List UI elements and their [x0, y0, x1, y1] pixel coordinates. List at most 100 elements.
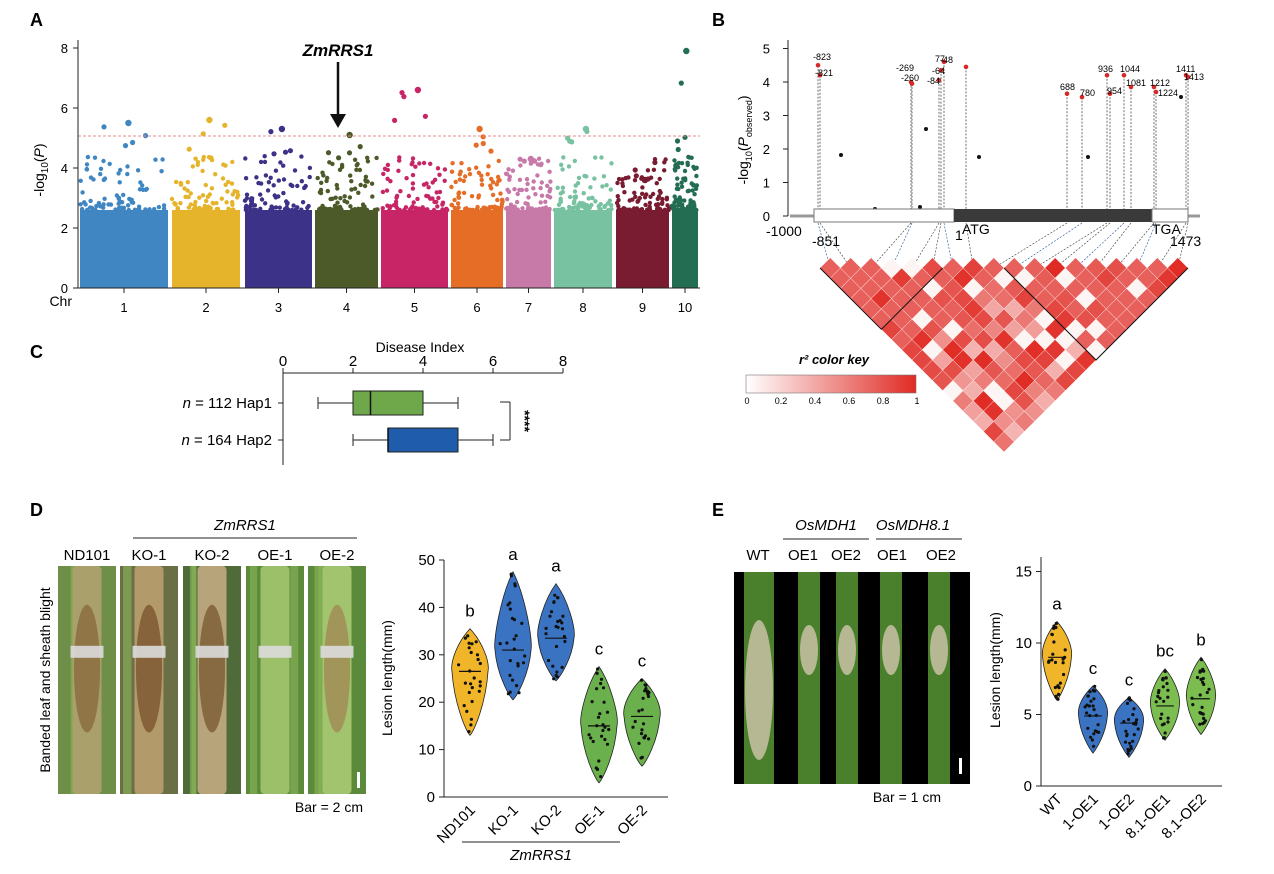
manhattan-point	[321, 173, 325, 177]
violin-point	[596, 667, 599, 670]
manhattan-point	[85, 167, 89, 171]
lesion	[74, 605, 100, 733]
violin-point	[511, 617, 514, 620]
manhattan-point	[633, 195, 637, 199]
manhattan-point	[225, 189, 229, 193]
manhattan-point	[474, 166, 478, 170]
manhattan-point	[192, 207, 196, 211]
nonsig-point	[918, 205, 922, 209]
manhattan-point	[539, 208, 543, 212]
manhattan-point	[173, 202, 177, 206]
manhattan-point	[625, 208, 629, 212]
manhattan-point	[108, 162, 112, 166]
manhattan-point	[230, 203, 234, 207]
violin-point	[509, 659, 512, 662]
significance-stars: ****	[517, 410, 533, 432]
manhattan-point	[85, 208, 89, 212]
nonsig-point	[977, 155, 981, 159]
manhattan-point	[454, 180, 458, 184]
lesion	[745, 620, 773, 760]
color-key-tick: 0.2	[775, 396, 788, 406]
manhattan-point	[230, 160, 234, 164]
violin-point	[1135, 718, 1138, 721]
manhattan-point	[370, 182, 374, 186]
chr-tick-label: 10	[678, 300, 692, 315]
violin-point	[555, 645, 558, 648]
manhattan-point	[197, 196, 201, 200]
x-tick-label: WT	[1037, 791, 1066, 820]
manhattan-point	[388, 205, 392, 209]
pobs-y-ticks: 012345	[763, 42, 788, 225]
y-tick-label: 0	[763, 209, 770, 224]
snp-points: -823-821 -269-260 -84-64-48776887809369541…	[813, 52, 1204, 217]
chr-tick-label: 8	[579, 300, 586, 315]
manhattan-point	[245, 193, 249, 197]
manhattan-point	[676, 147, 681, 152]
y-tick-label: 6	[61, 101, 68, 116]
manhattan-point	[512, 207, 516, 211]
violin-point	[522, 661, 525, 664]
y-tick-label: 0	[427, 789, 435, 806]
x-tick-label: 1-OE1	[1059, 791, 1102, 834]
snp-label: 1212	[1150, 78, 1170, 88]
manhattan-peak	[528, 156, 534, 162]
violin-point	[559, 619, 562, 622]
violin-point	[1050, 658, 1053, 661]
manhattan-point	[481, 134, 486, 139]
violin-point	[1091, 738, 1094, 741]
manhattan-point	[162, 203, 166, 207]
d-gene-label: ZmRRS1	[213, 517, 276, 534]
manhattan-point	[417, 161, 421, 165]
manhattan-point	[600, 184, 604, 188]
manhattan-point	[363, 178, 367, 182]
violin-point	[1092, 689, 1095, 692]
manhattan-point	[615, 181, 619, 185]
lesion-violin-d: 01020304050 baacc ND101 KO-1 KO-2 OE-1 OE-2 …	[379, 545, 668, 864]
manhattan-point	[455, 206, 459, 210]
violin-point	[1056, 685, 1059, 688]
violin-8.1-OE1	[1150, 669, 1179, 741]
manhattan-point	[326, 150, 331, 155]
violin-point	[647, 737, 650, 740]
manhattan-point	[263, 154, 267, 158]
violin-point	[468, 691, 471, 694]
manhattan-point	[203, 204, 207, 208]
violin-point	[1202, 677, 1205, 680]
manhattan-point	[359, 183, 363, 187]
manhattan-point	[679, 81, 684, 86]
manhattan-point	[644, 192, 648, 196]
manhattan-peak	[415, 87, 421, 93]
manhattan-point	[294, 208, 298, 212]
manhattan-point	[662, 160, 666, 164]
manhattan-point	[675, 183, 679, 187]
violin-point	[513, 582, 516, 585]
significance-letter: a	[1052, 595, 1062, 614]
violin-point	[513, 638, 516, 641]
snp-label: 1081	[1126, 78, 1146, 88]
violin-point	[1094, 729, 1097, 732]
manhattan-point	[424, 194, 428, 198]
violin-point	[1127, 718, 1130, 721]
manhattan-point	[507, 178, 511, 182]
snp-label: 688	[1060, 82, 1075, 92]
manhattan-point	[683, 178, 687, 182]
ld-heatmap	[820, 258, 1188, 452]
manhattan-point	[586, 208, 590, 212]
violin-point	[479, 662, 482, 665]
violin-point	[561, 627, 564, 630]
significance-letter: c	[595, 640, 604, 659]
violin-point	[507, 692, 510, 695]
manhattan-point	[582, 191, 586, 195]
manhattan-point	[319, 188, 323, 192]
manhattan-point	[349, 179, 353, 183]
manhattan-point	[258, 207, 262, 211]
violin-point	[555, 671, 558, 674]
manhattan-point	[401, 94, 406, 99]
violin-point	[1129, 745, 1132, 748]
manhattan-point	[264, 173, 268, 177]
manhattan-point	[486, 164, 490, 168]
violin-point	[473, 676, 476, 679]
chr-tick-label: 9	[639, 300, 646, 315]
manhattan-point	[678, 199, 682, 203]
chr-band-8	[554, 210, 612, 288]
